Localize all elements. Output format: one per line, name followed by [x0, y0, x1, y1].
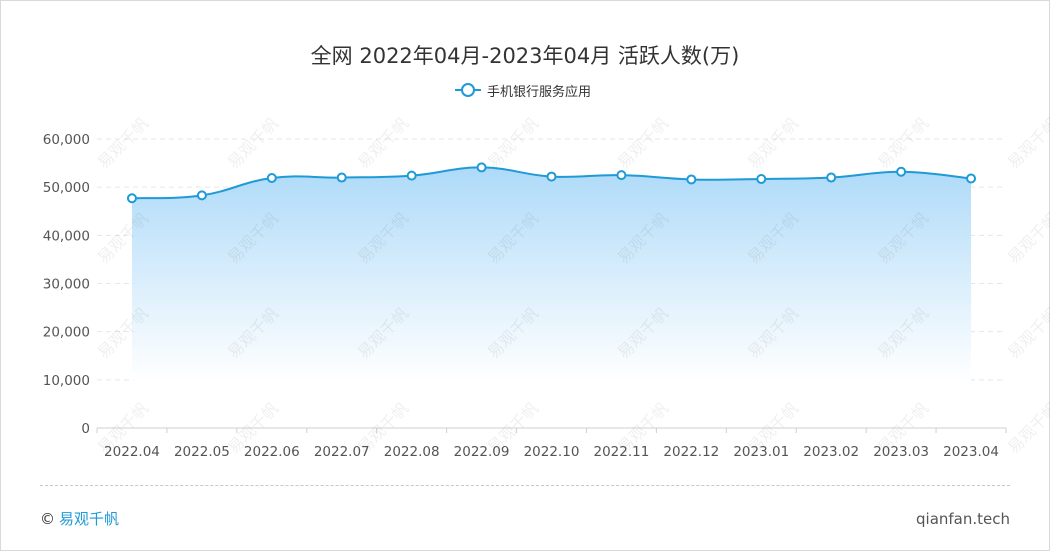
- x-tick-label: 2023.04: [943, 444, 999, 460]
- data-point[interactable]: [196, 190, 207, 201]
- data-point[interactable]: [126, 193, 137, 204]
- y-tick-label: 20,000: [43, 325, 90, 341]
- footer-site[interactable]: qianfan.tech: [916, 510, 1010, 528]
- x-tick-label: 2022.07: [314, 444, 370, 460]
- x-tick-label: 2022.04: [104, 444, 160, 460]
- data-point[interactable]: [406, 170, 417, 181]
- series-area: [131, 167, 972, 382]
- chart-title: 全网 2022年04月-2023年04月 活跃人数(万): [310, 44, 740, 68]
- x-tick-label: 2022.11: [594, 444, 650, 460]
- y-tick-label: 60,000: [43, 132, 90, 148]
- data-point[interactable]: [686, 174, 697, 185]
- x-tick-label: 2023.03: [873, 444, 929, 460]
- data-point[interactable]: [266, 173, 277, 184]
- y-tick-label: 50,000: [43, 180, 90, 196]
- footer-copyright: © 易观千帆: [40, 508, 119, 529]
- data-point[interactable]: [896, 166, 907, 177]
- copyright-symbol: ©: [40, 510, 55, 528]
- x-tick-label: 2022.12: [663, 444, 719, 460]
- y-tick-label: 40,000: [43, 228, 90, 244]
- data-point[interactable]: [476, 162, 487, 173]
- footer-divider: [40, 485, 1010, 486]
- brand-name[interactable]: 易观千帆: [59, 510, 120, 528]
- data-point[interactable]: [546, 171, 557, 182]
- x-tick-label: 2022.08: [384, 444, 440, 460]
- data-point[interactable]: [756, 173, 767, 184]
- data-point[interactable]: [826, 172, 837, 183]
- x-tick-label: 2022.05: [174, 444, 230, 460]
- y-tick-label: 10,000: [43, 373, 90, 389]
- legend-series-label: 手机银行服务应用: [487, 84, 592, 100]
- legend[interactable]: 手机银行服务应用: [455, 81, 592, 100]
- data-point[interactable]: [966, 173, 977, 184]
- x-tick-label: 2023.02: [803, 444, 859, 460]
- x-tick-label: 2022.09: [454, 444, 510, 460]
- x-tick-label: 2023.01: [733, 444, 789, 460]
- x-tick-label: 2022.06: [244, 444, 300, 460]
- legend-series-icon: [455, 83, 481, 97]
- y-tick-label: 30,000: [43, 277, 90, 293]
- x-tick-label: 2022.10: [524, 444, 580, 460]
- y-tick-label: 0: [81, 421, 90, 437]
- data-point[interactable]: [616, 170, 627, 181]
- data-point[interactable]: [336, 172, 347, 183]
